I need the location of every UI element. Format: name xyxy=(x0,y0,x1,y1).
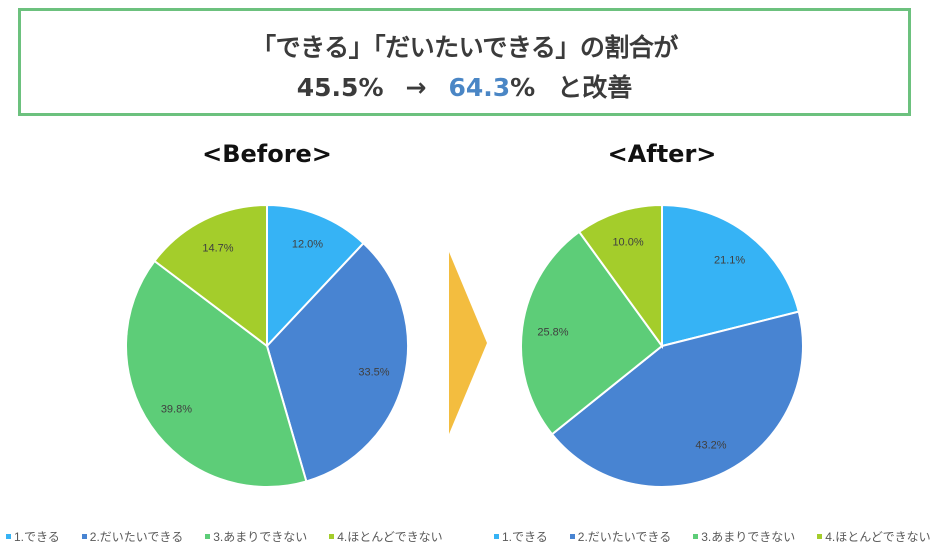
arrow-glyph: → xyxy=(405,73,427,102)
pie-data-label: 14.7% xyxy=(202,243,233,255)
legend-swatch-icon xyxy=(693,534,699,539)
legend-item: 4.ほとんどできない xyxy=(817,528,931,545)
legend-label: 1.できる xyxy=(502,530,548,544)
before-value: 45.5% xyxy=(296,73,384,102)
legend-label: 3.あまりできない xyxy=(701,530,796,544)
legend-label: 4.ほとんどできない xyxy=(337,530,443,544)
legend-swatch-icon xyxy=(205,534,211,539)
pie-data-label: 21.1% xyxy=(714,254,745,266)
pie-data-label: 43.2% xyxy=(695,439,726,451)
legend-swatch-icon xyxy=(817,534,823,539)
after-value-suffix: % xyxy=(510,73,536,102)
after-value: 64.3 xyxy=(448,73,511,102)
after-chart-title: <After> xyxy=(607,140,717,168)
pie-slice xyxy=(550,310,804,488)
before-legend: 1.できる 2.だいたいできる 3.あまりできない 4.ほとんどできない xyxy=(6,528,465,545)
legend-item: 3.あまりできない xyxy=(693,528,795,545)
legend-item: 3.あまりできない xyxy=(205,528,307,545)
legend-swatch-icon xyxy=(494,534,499,539)
pie-data-label: 33.5% xyxy=(358,367,389,379)
legend-swatch-icon xyxy=(81,534,87,539)
after-pie-chart: 21.1% 43.2% 25.8% 10.0% xyxy=(520,203,804,488)
pie-slice xyxy=(265,241,409,483)
legend-swatch-icon xyxy=(329,534,335,539)
pie-slice xyxy=(577,203,663,350)
before-pie-chart: 12.0% 33.5% 39.8% 14.7% xyxy=(125,203,409,488)
legend-item: 1.できる xyxy=(6,528,60,545)
pie-slice xyxy=(661,203,800,348)
headline-box: 「できる」「だいたいできる」の割合が 45.5% → 64.3% と改善 xyxy=(18,8,911,116)
legend-swatch-icon xyxy=(569,534,575,539)
before-chart-title: <Before> xyxy=(202,140,332,168)
legend-item: 2.だいたいできる xyxy=(81,528,184,545)
pie-slice xyxy=(266,203,365,349)
pie-slice xyxy=(520,230,664,436)
legend-label: 4.ほとんどできない xyxy=(825,530,931,544)
legend-item: 1.できる xyxy=(494,528,548,545)
legend-swatch-icon xyxy=(6,534,11,539)
after-legend: 1.できる 2.だいたいできる 3.あまりできない 4.ほとんどできない xyxy=(494,528,940,545)
pie-data-label: 39.8% xyxy=(161,403,192,415)
headline-result: 45.5% → 64.3% と改善 xyxy=(21,68,908,104)
headline-title: 「できる」「だいたいできる」の割合が xyxy=(251,33,678,62)
pie-data-label: 25.8% xyxy=(537,326,568,338)
legend-item: 2.だいたいできる xyxy=(569,528,672,545)
pie-slice xyxy=(153,203,268,349)
pie-data-label: 10.0% xyxy=(612,236,643,248)
legend-label: 2.だいたいできる xyxy=(577,530,672,544)
right-arrow-icon xyxy=(449,252,487,434)
legend-label: 1.できる xyxy=(14,530,60,544)
legend-label: 2.だいたいできる xyxy=(89,530,184,544)
improvement-text: と改善 xyxy=(557,73,633,102)
legend-label: 3.あまりできない xyxy=(213,530,308,544)
legend-item: 4.ほとんどできない xyxy=(329,528,443,545)
pie-slice xyxy=(125,259,308,488)
pie-data-label: 12.0% xyxy=(292,239,323,251)
